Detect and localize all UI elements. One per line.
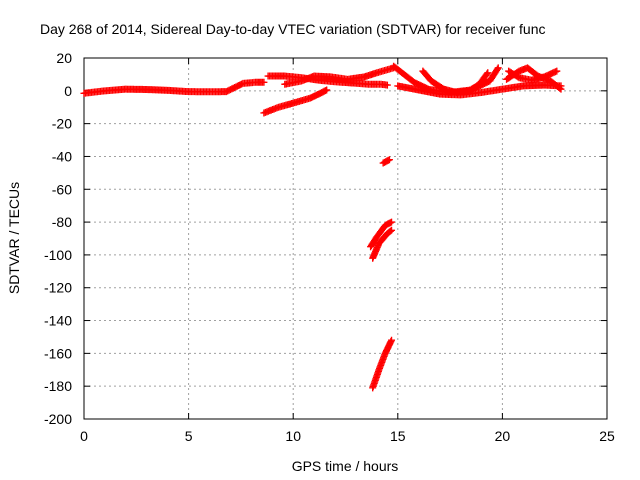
y-tick-label: -60 — [52, 181, 72, 197]
ticks — [83, 57, 608, 420]
y-tick-label: -160 — [44, 345, 72, 361]
y-tick-label: -200 — [44, 411, 72, 427]
y-tick-label: -20 — [52, 116, 72, 132]
data-point — [386, 227, 394, 235]
x-tick-label: 25 — [599, 428, 615, 444]
x-tick-labels: 0 5 10 15 20 25 — [80, 428, 615, 444]
plot-border — [83, 57, 608, 420]
data-point — [323, 86, 331, 94]
data-point — [388, 226, 396, 234]
data-point — [483, 70, 491, 78]
x-tick-label: 5 — [185, 428, 193, 444]
x-tick-label: 0 — [80, 428, 88, 444]
y-tick-label: -180 — [44, 378, 72, 394]
data-point — [556, 84, 564, 92]
data-point — [484, 69, 492, 77]
y-tick-label: -100 — [44, 247, 72, 263]
x-tick-label: 20 — [495, 428, 511, 444]
data-point — [260, 78, 268, 86]
data-point — [494, 64, 502, 72]
y-tick-label: -140 — [44, 313, 72, 329]
data-point — [385, 156, 393, 164]
data-point — [493, 65, 501, 73]
y-axis-label: SDTVAR / TECUs — [6, 182, 22, 294]
x-axis-label: GPS time / hours — [292, 458, 399, 474]
data-point — [388, 336, 396, 344]
data-point — [557, 85, 565, 93]
y-tick-label: 20 — [56, 50, 72, 66]
y-tick-label: 0 — [64, 83, 72, 99]
grid — [84, 58, 607, 419]
data-marks — [80, 62, 565, 392]
y-tick-label: -120 — [44, 280, 72, 296]
data-point — [553, 67, 561, 75]
data-point — [388, 218, 396, 226]
x-tick-label: 15 — [390, 428, 406, 444]
x-tick-label: 10 — [285, 428, 301, 444]
chart-title: Day 268 of 2014, Sidereal Day-to-day VTE… — [40, 21, 546, 37]
data-point — [383, 81, 391, 89]
y-tick-labels: 20 0 -20 -40 -60 -80 -100 -120 -140 -160 -180 -200 — [44, 50, 72, 427]
y-tick-label: -40 — [52, 148, 72, 164]
y-tick-label: -80 — [52, 214, 72, 230]
